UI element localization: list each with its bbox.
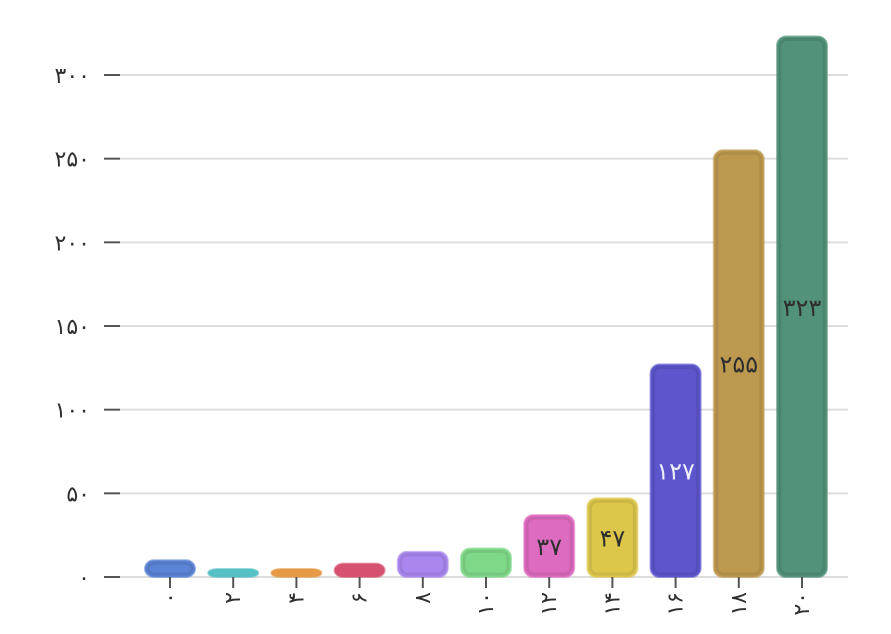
- x-tick-label: ۱۶: [664, 592, 689, 616]
- bar-inner-border: [652, 365, 700, 576]
- bar-inner-border: [462, 550, 510, 576]
- bar-group: [396, 550, 449, 579]
- bar: [207, 568, 260, 578]
- bar-group: ۱۲۷: [649, 363, 702, 578]
- x-tick-label: ۸: [411, 592, 436, 604]
- x-tick-label: ۱۴: [600, 592, 625, 616]
- x-tick-label: ۰: [158, 592, 183, 604]
- bar-group: [207, 568, 260, 578]
- y-tick-label: ۰: [78, 566, 90, 591]
- x-tick-label: ۶: [348, 592, 373, 604]
- bar: [333, 562, 386, 579]
- bar: [270, 568, 323, 578]
- bar-inner-border: [588, 499, 636, 576]
- bar-value-label: ۱۲۷: [656, 458, 695, 486]
- grid-lines: [120, 74, 848, 578]
- y-tick-label: ۲۰۰: [55, 231, 90, 256]
- y-axis: ۰ ۵۰ ۱۰۰ ۱۵۰ ۲۰۰ ۲۵۰ ۳۰۰: [55, 64, 120, 591]
- bar-group: ۴۷: [586, 497, 639, 578]
- bar-value-label: ۳۷: [536, 533, 562, 561]
- bar-inner-border: [778, 38, 826, 576]
- x-tick-label: ۱۲: [537, 592, 562, 616]
- bar-group: ۲۵۵: [712, 149, 765, 579]
- x-axis: ۰ ۲ ۴ ۶ ۸ ۱۰ ۱۲ ۱۴ ۱۶ ۱۸ ۲۰: [158, 577, 815, 616]
- y-tick-label: ۱۰۰: [55, 399, 90, 424]
- bar-group: [270, 568, 323, 578]
- x-tick-label: ۲۰: [790, 592, 815, 616]
- y-tick-label: ۲۵۰: [55, 148, 90, 173]
- bar-inner-border: [399, 553, 447, 576]
- bar-value-label: ۳۲۳: [783, 294, 822, 322]
- x-tick-label: ۱۸: [727, 592, 752, 616]
- x-tick-label: ۱۰: [474, 592, 499, 616]
- x-tick-label: ۲: [221, 592, 246, 604]
- y-tick-label: ۵۰: [66, 482, 90, 507]
- y-tick-label: ۱۵۰: [55, 315, 90, 340]
- bar-group: [144, 559, 196, 578]
- x-tick-label: ۴: [284, 592, 309, 604]
- bar-value-label: ۴۷: [600, 525, 626, 553]
- bar-value-label: ۲۵۵: [719, 351, 758, 379]
- bar-inner-border: [146, 561, 194, 576]
- bar-group: ۳۲۳: [776, 35, 828, 579]
- bar-group: [333, 562, 386, 579]
- y-tick-label: ۳۰۰: [55, 64, 90, 89]
- bar-inner-border: [715, 151, 763, 576]
- bar-inner-border: [525, 516, 573, 576]
- bars: ۳۷ ۴۷ ۱۲۷ ۲۵۵ ۳۲۳: [144, 35, 828, 579]
- bar-group: [460, 547, 512, 579]
- bar-group: ۳۷: [523, 514, 576, 579]
